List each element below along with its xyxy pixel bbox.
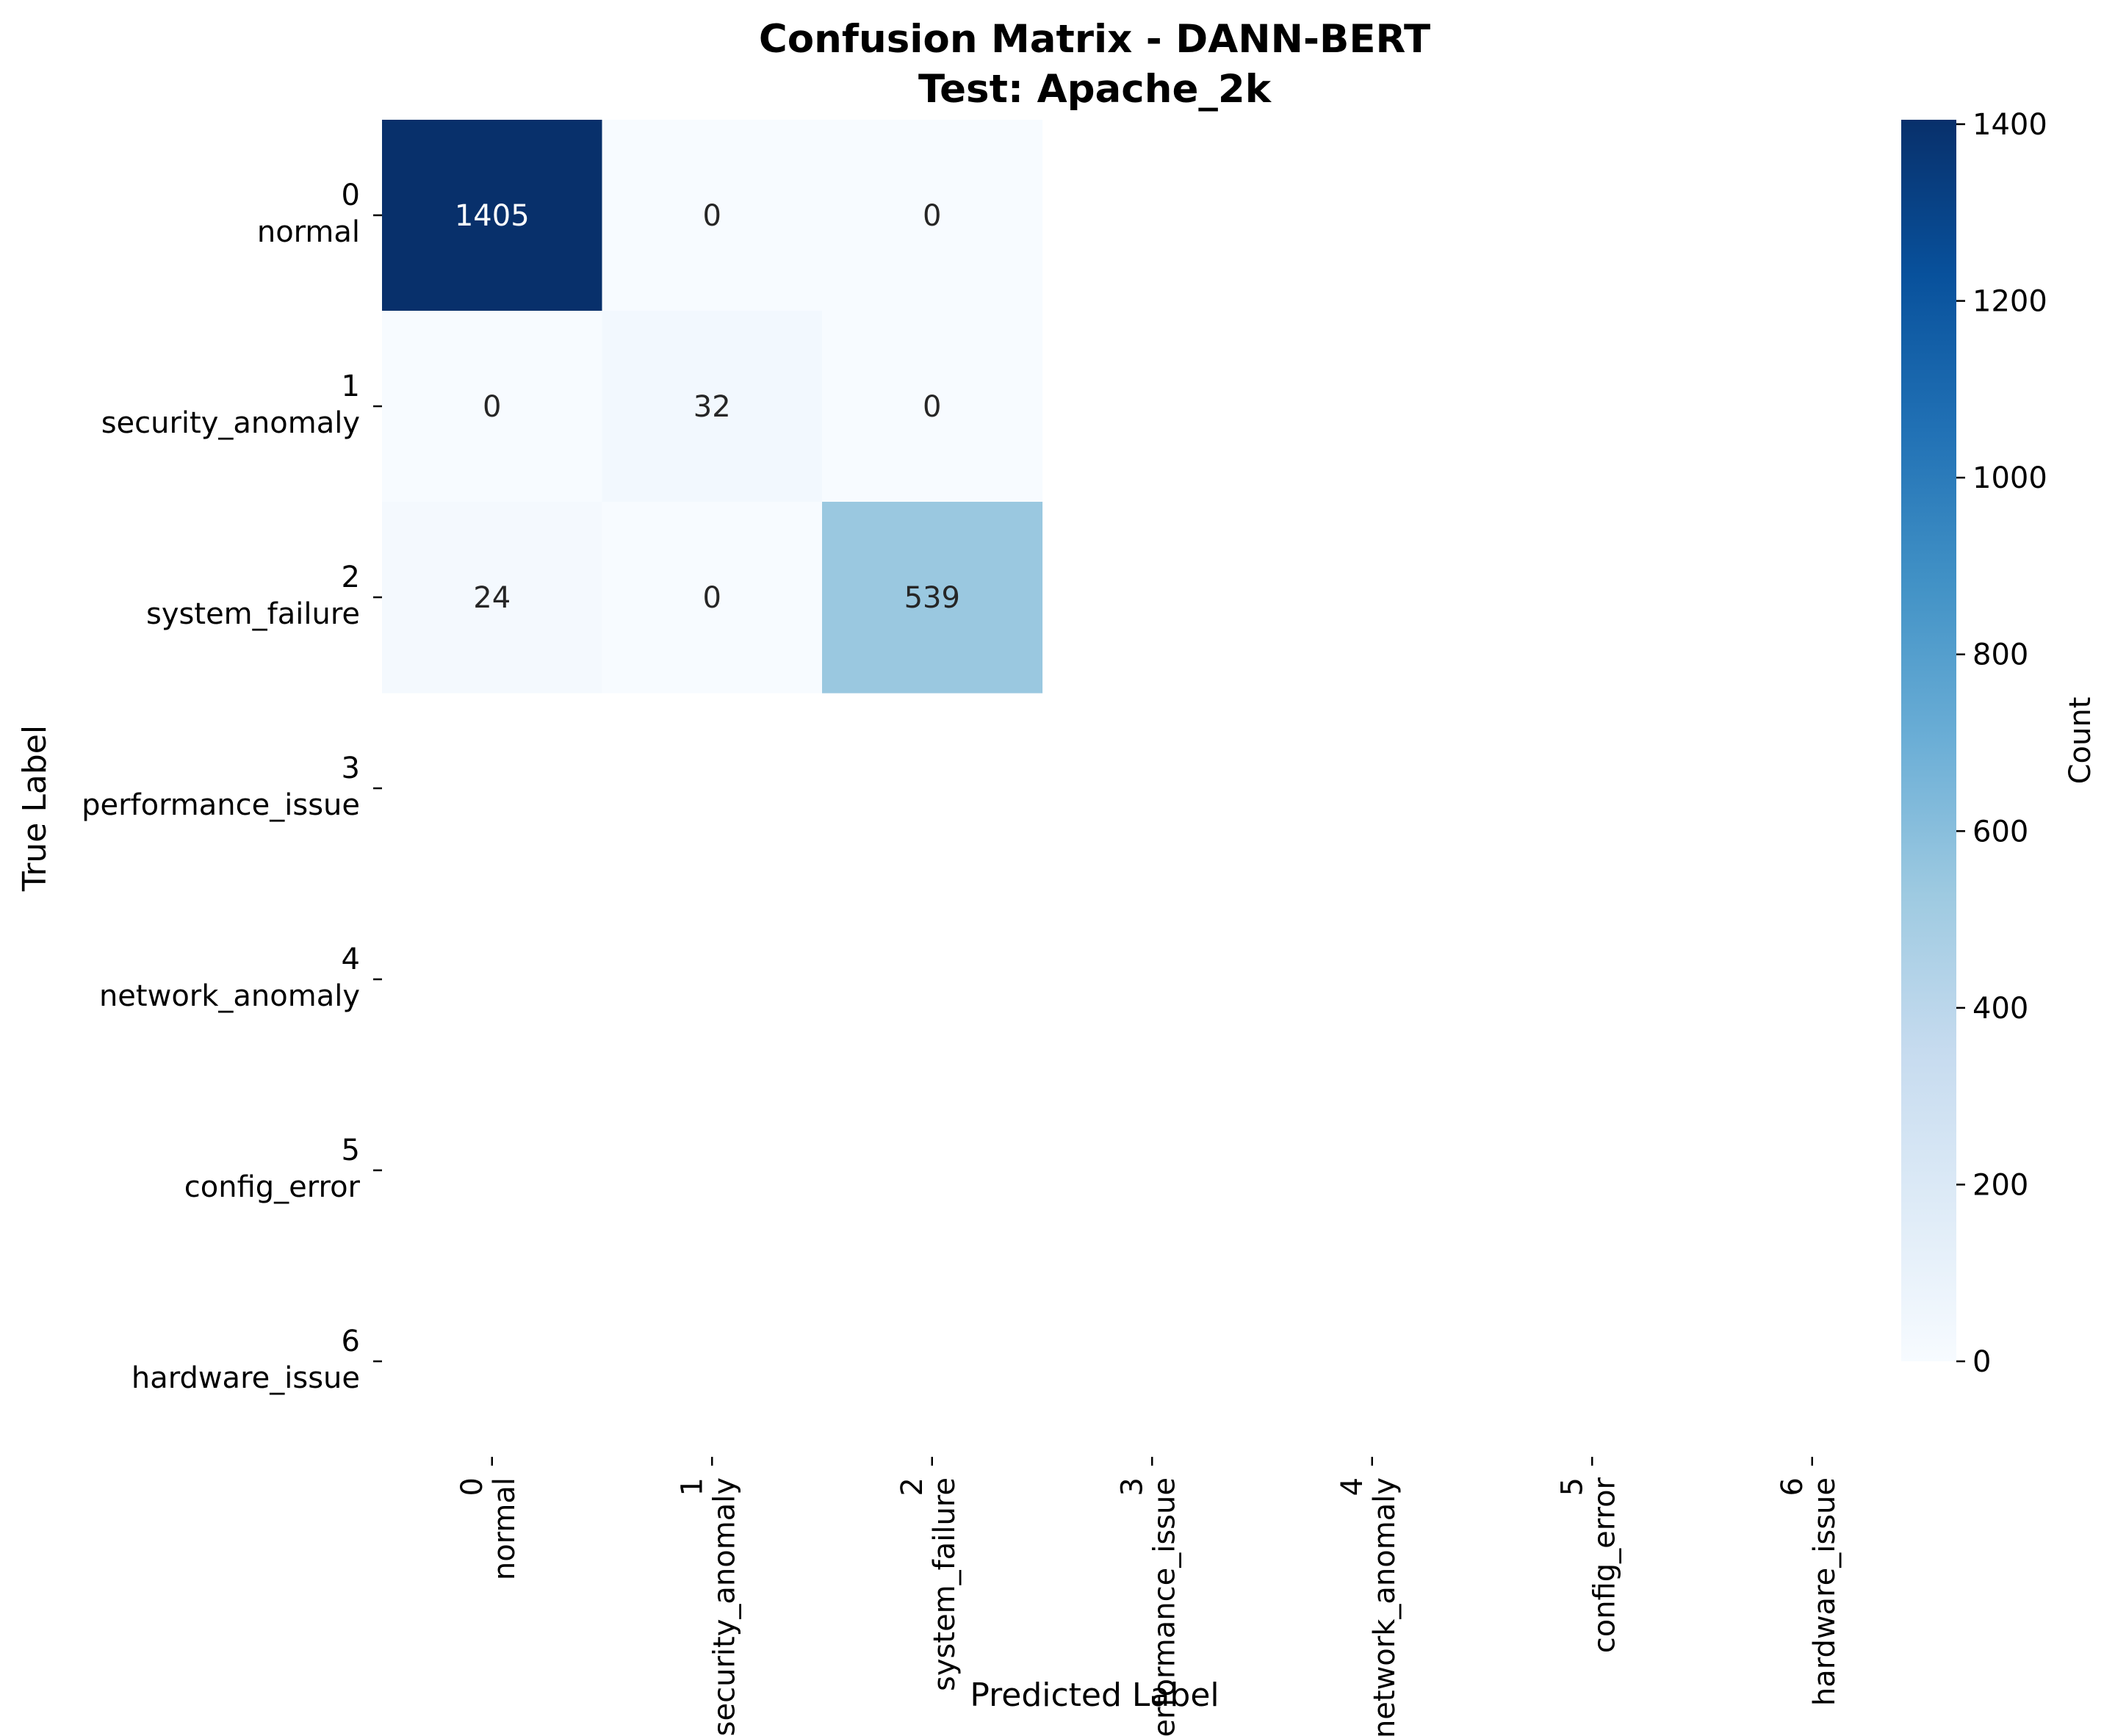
col-tick-name-0: normal <box>488 1477 522 1580</box>
col-tick-label-3: 3 <box>1115 1477 1149 1496</box>
heatmap-cell-0-1 <box>602 120 823 311</box>
heatmap-cell-2-0 <box>382 502 603 694</box>
cell-value-label-0-0: 1405 <box>455 199 530 233</box>
colorbar-ticks: 0 200 400 600 800 1000 1200 1400 <box>1956 108 2047 1379</box>
cell-value-label-1-1: 32 <box>693 390 731 424</box>
colorbar-tick-label: 200 <box>1972 1168 2028 1202</box>
row-tick-name-5: config_error <box>184 1170 361 1204</box>
row-tick-label-1: 1 <box>342 370 360 403</box>
colorbar <box>1901 120 1956 1361</box>
heatmap-cell-2-1 <box>602 502 823 694</box>
heatmap-cell-1-0 <box>382 311 603 503</box>
row-tick-name-0: normal <box>257 215 360 249</box>
heatmap-cell-0-2 <box>822 120 1043 311</box>
col-tick-label-6: 6 <box>1776 1477 1809 1496</box>
colorbar-tick-label: 1200 <box>1972 285 2047 319</box>
row-tick-label-3: 3 <box>342 752 360 785</box>
row-tick-label-4: 4 <box>342 943 360 976</box>
colorbar-tick-label: 400 <box>1972 992 2028 1026</box>
col-tick-label-0: 0 <box>455 1477 489 1496</box>
heatmap-cell-0-0 <box>382 120 603 311</box>
chart-title-line1: Confusion Matrix - DANN-BERT <box>759 17 1430 62</box>
col-tick-label-4: 4 <box>1336 1477 1369 1496</box>
cell-value-label-2-1: 0 <box>703 581 721 615</box>
colorbar-tick-label: 0 <box>1972 1345 1991 1379</box>
row-tick-label-5: 5 <box>342 1134 360 1167</box>
row-tick-name-2: system_failure <box>146 597 360 631</box>
heatmap-cell-1-2 <box>822 311 1043 503</box>
cell-value-label-0-2: 0 <box>923 199 941 233</box>
col-tick-name-6: hardware_issue <box>1808 1477 1842 1706</box>
colorbar-label: Count <box>2064 697 2097 785</box>
colorbar-tick-label: 1400 <box>1972 108 2047 142</box>
colorbar-tick-label: 600 <box>1972 815 2028 849</box>
col-tick-name-5: config_error <box>1588 1477 1621 1653</box>
row-tick-name-4: network_anomaly <box>99 979 360 1013</box>
colorbar-tick-label: 800 <box>1972 638 2028 672</box>
cell-value-label-0-1: 0 <box>703 199 721 233</box>
heatmap-cells: 1405 0 0 0 32 0 24 0 539 <box>382 120 1043 694</box>
colorbar-tick-label: 1000 <box>1972 461 2047 495</box>
col-tick-label-2: 2 <box>896 1477 929 1496</box>
y-axis-label: True Label <box>16 725 54 892</box>
row-tick-name-6: hardware_issue <box>131 1361 360 1395</box>
col-tick-name-2: system_failure <box>928 1477 962 1691</box>
cell-value-label-1-2: 0 <box>923 390 941 424</box>
col-tick-label-1: 1 <box>675 1477 709 1496</box>
col-tick-label-5: 5 <box>1555 1477 1589 1496</box>
heatmap-cell-2-2 <box>822 502 1043 694</box>
cell-value-label-2-0: 24 <box>473 581 511 615</box>
cell-value-label-1-0: 0 <box>483 390 501 424</box>
col-tick-name-3: performance_issue <box>1147 1477 1181 1736</box>
row-tick-label-2: 2 <box>342 561 360 594</box>
heatmap-cell-1-1 <box>602 311 823 503</box>
row-tick-name-1: security_anomaly <box>101 406 360 440</box>
row-tick-label-0: 0 <box>342 179 360 212</box>
row-tick-name-3: performance_issue <box>82 788 360 822</box>
cell-value-label-2-2: 539 <box>904 581 960 615</box>
chart-title-line2: Test: Apache_2k <box>918 67 1272 112</box>
col-tick-name-1: security_anomaly <box>707 1477 741 1736</box>
col-tick-name-4: network_anomaly <box>1368 1477 1402 1736</box>
row-tick-label-6: 6 <box>342 1325 360 1358</box>
x-axis-label: Predicted Label <box>970 1676 1219 1714</box>
